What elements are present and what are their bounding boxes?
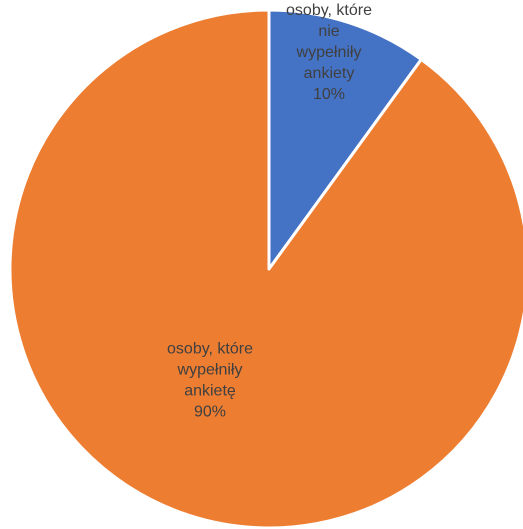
pie-slice-label-line: ankiety — [304, 65, 355, 82]
pie-slices — [8, 8, 523, 529]
pie-slice-label-line: 10% — [313, 86, 345, 103]
pie-slice-label-line: 90% — [194, 404, 226, 421]
pie-labels: osoby, które nie wypełniły ankiety 10%osoby,… — [167, 2, 372, 421]
pie-slice-label-line: nie — [318, 23, 339, 40]
pie-slice-label-line: osoby, które — [286, 2, 372, 19]
pie-slice-label-line: wypełniły — [296, 44, 362, 61]
pie-slice-label-line: wypełniły — [177, 362, 243, 379]
pie-slice-label-1: osoby, które nie wypełniły ankiety 10% — [286, 2, 372, 103]
pie-slice-label-line: osoby, które — [167, 341, 253, 358]
pie-slice-label-line: ankietę — [184, 383, 236, 400]
pie-slice-1 — [267, 8, 423, 271]
pie-slice-label-2: osoby, które wypełniły ankietę 90% — [167, 341, 253, 421]
pie-slice-2 — [8, 8, 523, 529]
